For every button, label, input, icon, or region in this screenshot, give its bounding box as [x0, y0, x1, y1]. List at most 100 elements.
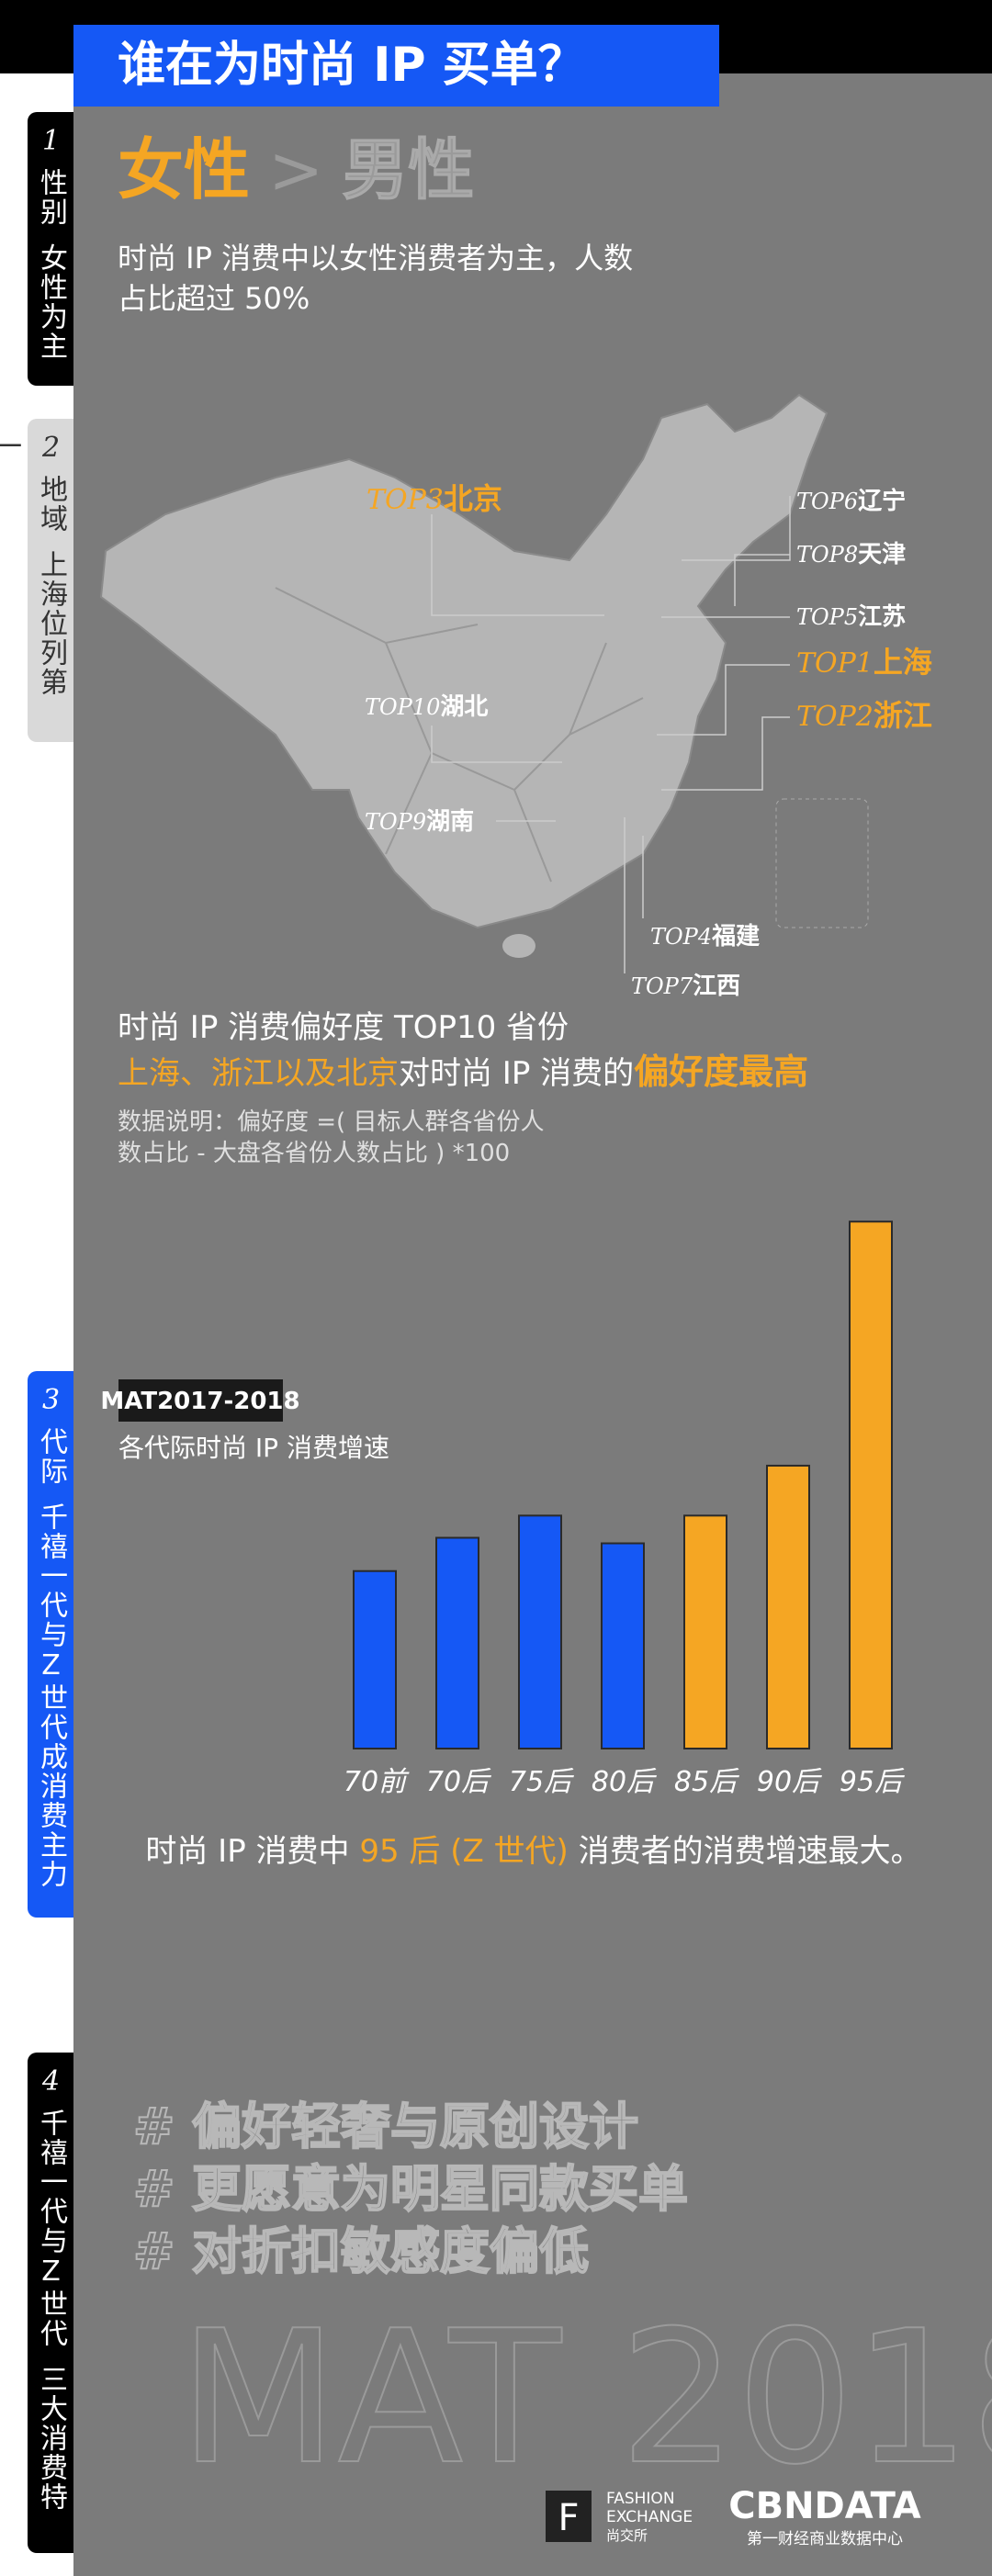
cbn-logo: CBNDATA — [728, 2485, 921, 2527]
map-province: 北京 — [444, 481, 502, 516]
title: 谁在为时尚 IP 买单？ — [118, 38, 586, 93]
tab-title: 千禧一代与Z世代 — [35, 2109, 67, 2348]
map-label: TOP6辽宁 — [796, 487, 906, 515]
map-label: TOP4福建 — [650, 923, 760, 951]
tab-sub: 上海位列第一 — [0, 432, 67, 697]
leader-lines — [431, 496, 791, 973]
tab-sub: 三大消费特征 — [0, 2065, 67, 2512]
x-tick-label: 70前 — [344, 1766, 410, 1798]
caption-part: 时尚 IP 消费中 — [145, 1833, 359, 1870]
chart-tag — [118, 1379, 283, 1422]
china-map — [99, 393, 829, 929]
map-heading: 时尚 IP 消费偏好度 TOP10 省份 — [118, 1009, 569, 1046]
fashion: EXCHANGE — [606, 2508, 693, 2526]
gender-line: 女性 > 男性 — [118, 131, 474, 208]
map-note: 数占比 - 大盘各省份人数占比 ) *100 — [118, 1140, 510, 1167]
bar — [518, 1514, 562, 1749]
map-rank: TOP9 — [365, 809, 426, 835]
map-label: TOP2浙江 — [796, 698, 932, 733]
map-label: TOP10湖北 — [365, 693, 488, 721]
map-rank: TOP5 — [796, 604, 858, 630]
map-label: TOP7江西 — [631, 973, 740, 1000]
map-province: 湖北 — [440, 693, 488, 721]
f-logo: F — [558, 2497, 579, 2539]
tab: 1 性别女性为主 — [28, 112, 73, 386]
tab-num: 1 — [35, 125, 67, 159]
x-tick-label: 85后 — [674, 1766, 739, 1798]
map-province: 辽宁 — [858, 487, 906, 515]
map-rank: TOP2 — [796, 701, 874, 733]
map-label: TOP9湖南 — [365, 808, 474, 836]
map-label: TOP8天津 — [796, 541, 906, 568]
map-rank: TOP1 — [796, 647, 874, 680]
tab-num: 4 — [35, 2065, 67, 2099]
tab-num: 2 — [35, 432, 67, 466]
tab: 2 地域上海位列第一 — [0, 419, 73, 742]
map-province: 江西 — [693, 973, 740, 1000]
feature: # 偏好轻奢与原创设计 — [133, 2098, 638, 2155]
map-rank: TOP3 — [366, 484, 444, 516]
f-box — [546, 2491, 592, 2542]
map-province: 天津 — [858, 541, 906, 568]
x-tick-label: 70后 — [426, 1766, 491, 1798]
feature: # 对折扣敏感度偏低 — [133, 2222, 589, 2280]
gt: > — [268, 131, 323, 208]
map-summary: 上海、浙江以及北京对时尚 IP 消费的偏好度最高 — [118, 1052, 808, 1092]
map-province: 福建 — [711, 923, 760, 951]
map-rank: TOP8 — [796, 542, 858, 568]
summary-text: 对时尚 IP 消费的 — [399, 1055, 634, 1092]
chart-subtitle: 各代际时尚 IP 消费增速 — [118, 1433, 389, 1463]
caption: 时尚 IP 消费中 95 后 (Z 世代) 消费者的消费增速最大。 — [145, 1833, 921, 1870]
bar — [435, 1536, 479, 1749]
feature: # 更愿意为明星同款买单 — [133, 2160, 688, 2218]
summary-strong: 偏好度最高 — [634, 1052, 808, 1092]
map-province: 浙江 — [874, 698, 932, 733]
tab-title: 性别 — [35, 168, 67, 227]
caption-highlight: 95 后 (Z 世代) — [359, 1833, 569, 1870]
title-box — [73, 25, 719, 107]
map-rank: TOP10 — [365, 694, 440, 720]
x-tick-label: 90后 — [757, 1766, 822, 1798]
hainan — [502, 934, 535, 958]
fashion: FASHION — [606, 2490, 675, 2508]
cbn-sub: 第一财经商业数据中心 — [747, 2530, 903, 2548]
map-label: TOP5江苏 — [796, 603, 906, 631]
tab: 3 代际千禧一代与Z世代成消费主力 — [28, 1371, 73, 1918]
map-rank: TOP7 — [631, 973, 693, 999]
x-tick-label: 75后 — [509, 1766, 574, 1798]
tab-title: 代际 — [35, 1427, 67, 1486]
map-note: 数据说明：偏好度 =( 目标人群各省份人 — [118, 1108, 544, 1136]
map-province: 江苏 — [858, 603, 906, 631]
chart-title: MAT2017-2018 — [100, 1388, 299, 1415]
tab-sub: 女性为主 — [35, 243, 67, 361]
male: 男性 — [342, 131, 474, 208]
bar — [683, 1514, 727, 1749]
tab-sub: 千禧一代与Z世代成消费主力 — [35, 1502, 67, 1889]
summary-hl: 上海、浙江以及北京 — [118, 1055, 399, 1092]
bar — [353, 1569, 397, 1749]
x-tick-label: 95后 — [840, 1766, 905, 1798]
inset — [775, 798, 869, 928]
bar — [601, 1542, 645, 1750]
map-label: TOP3北京 — [366, 481, 502, 516]
bar — [849, 1221, 893, 1749]
map-label: TOP1上海 — [796, 645, 932, 680]
tab-title: 地域 — [35, 475, 67, 534]
map-province: 上海 — [874, 645, 932, 680]
caption-part: 消费者的消费增速最大。 — [569, 1833, 922, 1870]
gender-text: 时尚 IP 消费中以女性消费者为主，人数 — [118, 241, 633, 276]
map-rank: TOP6 — [796, 489, 858, 514]
map-rank: TOP4 — [650, 924, 712, 950]
tab-num: 3 — [35, 1384, 67, 1418]
gender-text: 占比超过 50% — [118, 281, 310, 316]
female: 女性 — [118, 131, 250, 208]
fashion: 尚交所 — [606, 2527, 648, 2544]
panel — [73, 73, 992, 2576]
watermark: MAT 2018 — [179, 2291, 992, 2505]
bar — [766, 1464, 810, 1749]
map-province: 湖南 — [426, 808, 474, 836]
x-tick-label: 80后 — [592, 1766, 657, 1798]
tab: 4 千禧一代与Z世代三大消费特征 — [0, 2053, 73, 2553]
